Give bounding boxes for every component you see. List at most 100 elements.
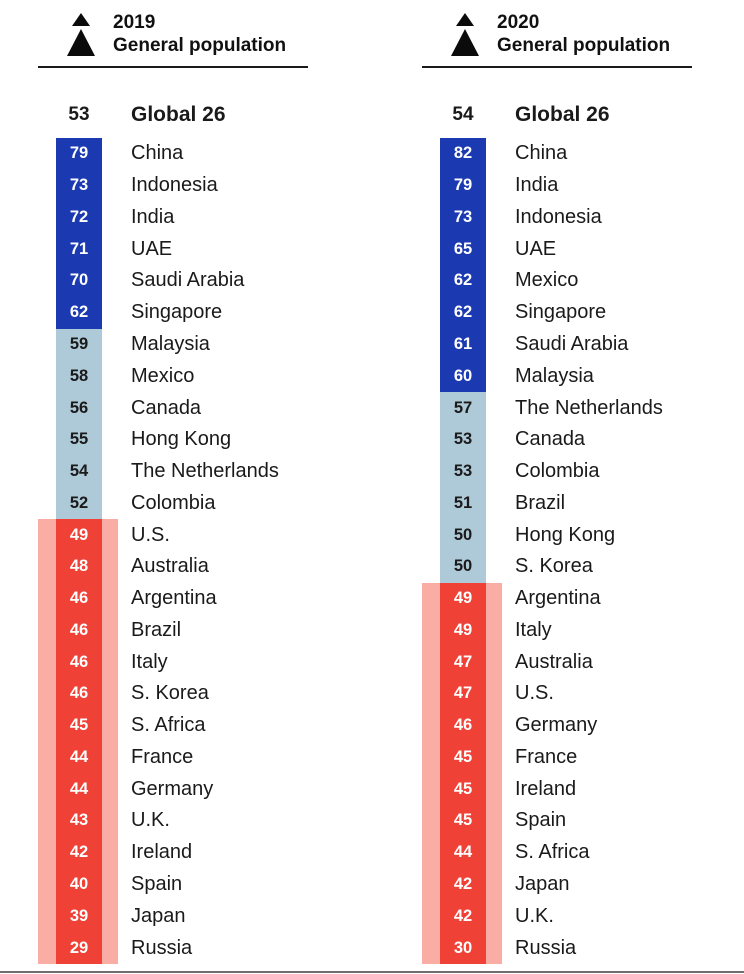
country-label: China	[131, 142, 184, 165]
score-cell: 49	[440, 614, 486, 647]
score-cell: 53	[440, 455, 486, 488]
country-row: 39 Japan	[38, 900, 368, 933]
country-label: Japan	[515, 872, 570, 895]
score-cell: 42	[440, 868, 486, 901]
country-row: 42 U.K.	[422, 900, 744, 933]
score-value: 62	[69, 303, 89, 322]
page-bottom-divider	[0, 971, 744, 973]
country-label: Saudi Arabia	[131, 269, 245, 292]
country-row: 45 France	[422, 741, 744, 774]
score-value: 73	[69, 176, 89, 195]
score-value: 45	[453, 779, 473, 798]
score-value: 46	[69, 652, 89, 671]
score-value: 47	[453, 684, 473, 703]
score-cell: 52	[56, 487, 102, 520]
score-value: 56	[69, 398, 89, 417]
score-value: 55	[69, 430, 89, 449]
country-label: U.S.	[515, 682, 554, 705]
country-label: France	[131, 745, 194, 768]
country-label: UAE	[131, 237, 173, 260]
score-cell: 73	[56, 169, 102, 202]
mountain-triangles-icon	[58, 13, 104, 59]
country-label: Germany	[131, 777, 214, 800]
country-label: France	[515, 745, 578, 768]
score-value: 62	[453, 303, 473, 322]
country-row: 62 Singapore	[38, 296, 368, 329]
country-label: Australia	[515, 650, 593, 673]
country-label: U.K.	[515, 904, 554, 927]
header-group: General population	[113, 35, 287, 56]
score-value: 42	[453, 874, 473, 893]
score-value: 59	[69, 334, 89, 353]
country-row: 42 Ireland	[38, 836, 368, 869]
country-row: 62 Singapore	[422, 296, 744, 329]
country-row: 40 Spain	[38, 868, 368, 901]
header-group: General population	[497, 35, 671, 56]
country-label: S. Korea	[131, 682, 209, 705]
column-header: 2020 General population	[497, 11, 670, 57]
country-label: Spain	[515, 809, 567, 832]
score-cell: 46	[56, 614, 102, 647]
score-cell: 44	[440, 836, 486, 869]
score-value: 46	[69, 684, 89, 703]
score-cell: 71	[56, 233, 102, 266]
country-label: Brazil	[515, 491, 566, 514]
mountain-base-shape	[451, 29, 479, 56]
country-label: Singapore	[515, 301, 607, 324]
score-value: 49	[453, 589, 473, 608]
score-value: 44	[69, 779, 89, 798]
country-label: Colombia	[131, 491, 216, 514]
country-label: Japan	[131, 904, 186, 927]
country-label: Singapore	[131, 301, 223, 324]
country-row: 49 Italy	[422, 614, 744, 647]
country-label: Mexico	[515, 269, 579, 292]
score-value: 50	[453, 557, 473, 576]
score-cell: 50	[440, 550, 486, 583]
country-row: 50 Hong Kong	[422, 519, 744, 551]
header-underline	[38, 66, 308, 68]
score-cell: 61	[440, 328, 486, 361]
country-row: 70 Saudi Arabia	[38, 265, 368, 297]
country-label: S. Korea	[515, 555, 593, 578]
country-row: 46 Italy	[38, 646, 368, 679]
score-cell: 45	[440, 805, 486, 837]
score-cell: 62	[440, 265, 486, 297]
header-year: 2019	[113, 12, 156, 33]
score-cell: 46	[56, 582, 102, 615]
country-row: 82 China	[422, 138, 744, 170]
score-value: 46	[69, 589, 89, 608]
country-label: Hong Kong	[131, 428, 232, 451]
country-row: 61 Saudi Arabia	[422, 328, 744, 361]
country-label: Spain	[131, 872, 183, 895]
score-cell: 82	[440, 138, 486, 170]
country-label: UAE	[515, 237, 557, 260]
score-value: 46	[453, 716, 473, 735]
country-row: 42 Japan	[422, 868, 744, 901]
score-cell: 44	[56, 741, 102, 774]
score-cell: 42	[56, 836, 102, 869]
country-row: 65 UAE	[422, 233, 744, 266]
score-value: 40	[69, 874, 89, 893]
score-value: 50	[453, 525, 473, 544]
country-row: 46 Germany	[422, 709, 744, 742]
country-label: Ireland	[131, 841, 193, 864]
score-cell: 46	[56, 646, 102, 679]
country-row: 45 S. Africa	[38, 709, 368, 742]
country-row: 73 Indonesia	[422, 201, 744, 234]
score-cell: 59	[56, 328, 102, 361]
score-value: 65	[453, 239, 473, 258]
country-row: 46 Argentina	[38, 582, 368, 615]
score-value: 79	[69, 144, 89, 163]
mountain-peak-shape	[456, 13, 474, 26]
country-label: Hong Kong	[515, 523, 616, 546]
score-value: 54	[69, 462, 89, 481]
score-cell: 58	[56, 360, 102, 393]
score-value: 73	[453, 207, 473, 226]
country-label: Mexico	[131, 364, 195, 387]
country-row: 43 U.K.	[38, 805, 368, 837]
country-label: S. Africa	[515, 841, 590, 864]
country-label: U.S.	[131, 523, 170, 546]
country-row: 46 S. Korea	[38, 678, 368, 710]
score-cell: 30	[440, 932, 486, 964]
score-value: 42	[69, 843, 89, 862]
